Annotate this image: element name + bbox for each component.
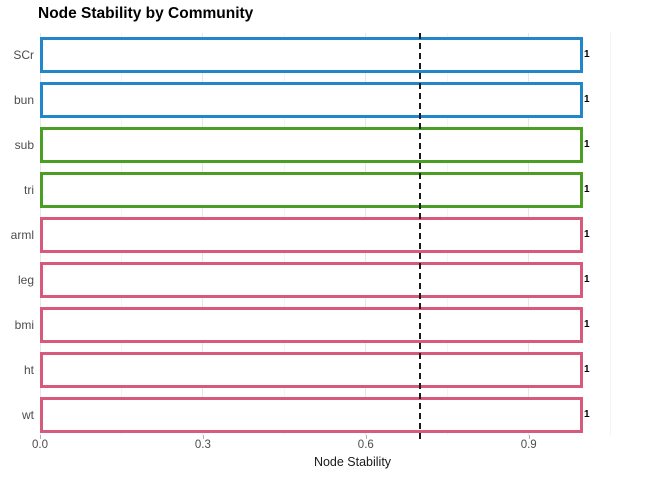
x-tick-mark (202, 435, 204, 439)
bar-value-label: 1 (584, 274, 590, 285)
bar-value-label: 1 (584, 364, 590, 375)
y-axis-label-bun: bun (13, 93, 34, 107)
chart-title: Node Stability by Community (38, 5, 254, 22)
bar-ht (40, 352, 583, 388)
bar-SCr (40, 37, 583, 73)
x-tick-label: 0.3 (194, 439, 211, 451)
bar-sub (40, 127, 583, 163)
bar-leg (40, 262, 583, 298)
reference-line (419, 33, 422, 439)
bar-bun (40, 82, 583, 118)
y-axis-label-wt: wt (22, 408, 34, 422)
y-axis-label-ht: ht (23, 363, 34, 377)
y-axis-label-SCr: SCr (13, 48, 34, 62)
bar-value-label: 1 (584, 94, 590, 105)
y-axis-label-tri: tri (24, 183, 34, 197)
plot-panel: 1 1 1 1 1 1 1 1 1 (39, 33, 665, 439)
bar-value-label: 1 (584, 139, 590, 150)
minor-gridline (609, 33, 611, 435)
x-tick-mark (365, 435, 367, 439)
y-axis-label-sub: sub (14, 138, 34, 152)
y-axis-label-arml: arml (10, 228, 34, 242)
bar-arml (40, 217, 583, 253)
bar-value-label: 1 (584, 229, 590, 240)
bar-value-label: 1 (584, 409, 590, 420)
x-tick-mark (528, 435, 530, 439)
bar-bmi (40, 307, 583, 343)
x-tick-label: 0.0 (32, 439, 48, 451)
y-axis-label-leg: leg (17, 273, 34, 287)
x-tick-mark (40, 435, 41, 439)
x-axis-title: Node Stability (313, 455, 392, 469)
bar-value-label: 1 (584, 49, 590, 60)
bar-value-label: 1 (584, 319, 590, 330)
bar-value-label: 1 (584, 184, 590, 195)
y-axis-label-bmi: bmi (14, 318, 34, 332)
bar-tri (40, 172, 583, 208)
bar-wt (40, 397, 583, 433)
x-tick-label: 0.6 (357, 439, 374, 451)
x-tick-label: 0.9 (520, 439, 537, 451)
